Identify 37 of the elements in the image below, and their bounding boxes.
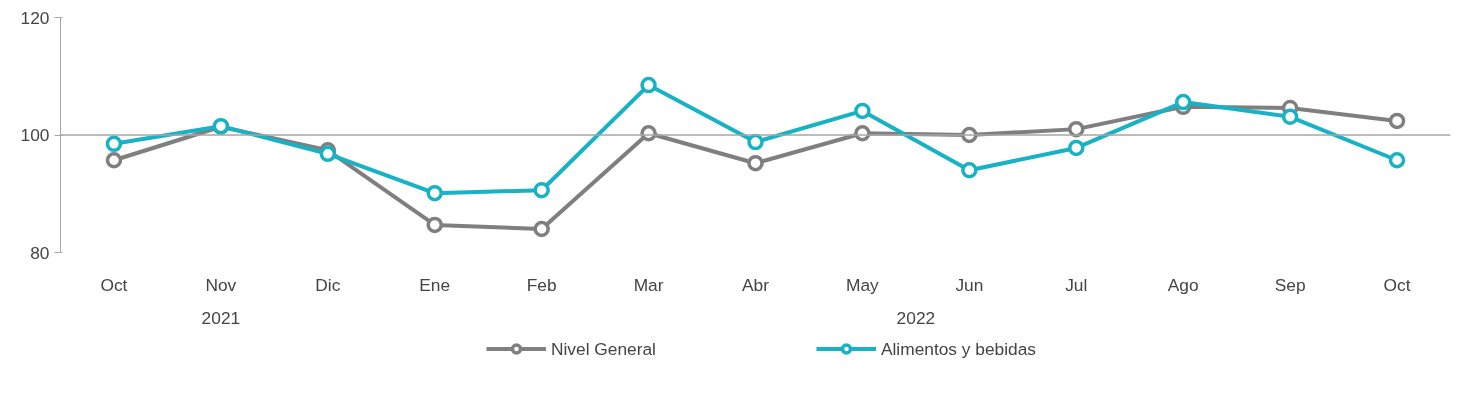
point [640, 76, 657, 94]
point [105, 152, 123, 169]
x-tick-label: Nov [205, 274, 237, 295]
x-tick-label: Mar [633, 274, 664, 295]
x-tick-label: Jun [955, 274, 984, 295]
text: 2022 [896, 307, 936, 328]
x-tick-label: Feb [526, 274, 557, 295]
point [1388, 152, 1406, 169]
point [1388, 112, 1406, 130]
x-tick-label: May [846, 274, 880, 295]
point [105, 135, 123, 153]
text: 2021 [201, 307, 241, 328]
point [426, 216, 443, 234]
point [533, 220, 550, 238]
point [319, 145, 337, 163]
x-tick-label: Jul [1065, 274, 1088, 295]
point [533, 181, 550, 199]
x-tick-label: Sep [1274, 274, 1306, 295]
point [1174, 93, 1192, 111]
point [1068, 139, 1085, 157]
point [747, 154, 764, 172]
x-tick-label: Ago [1167, 274, 1199, 295]
x-tick-label: Oct [1383, 274, 1411, 295]
legend-label: Alimentos y bebidas [880, 338, 1037, 359]
x-tick-label: Ene [419, 274, 451, 295]
y-tick-label: 120 [20, 7, 50, 28]
y-tick-label: 80 [30, 242, 50, 263]
point [1281, 108, 1299, 126]
legend-label: Nivel General [550, 338, 656, 359]
point [854, 102, 871, 120]
x-tick-label: Dic [315, 274, 341, 295]
y-tick-label: 100 [20, 125, 50, 145]
x-tick-label: Abr [742, 274, 770, 295]
point [961, 162, 978, 179]
point [426, 184, 443, 202]
x-tick-label: Oct [100, 274, 128, 295]
point [747, 133, 764, 151]
